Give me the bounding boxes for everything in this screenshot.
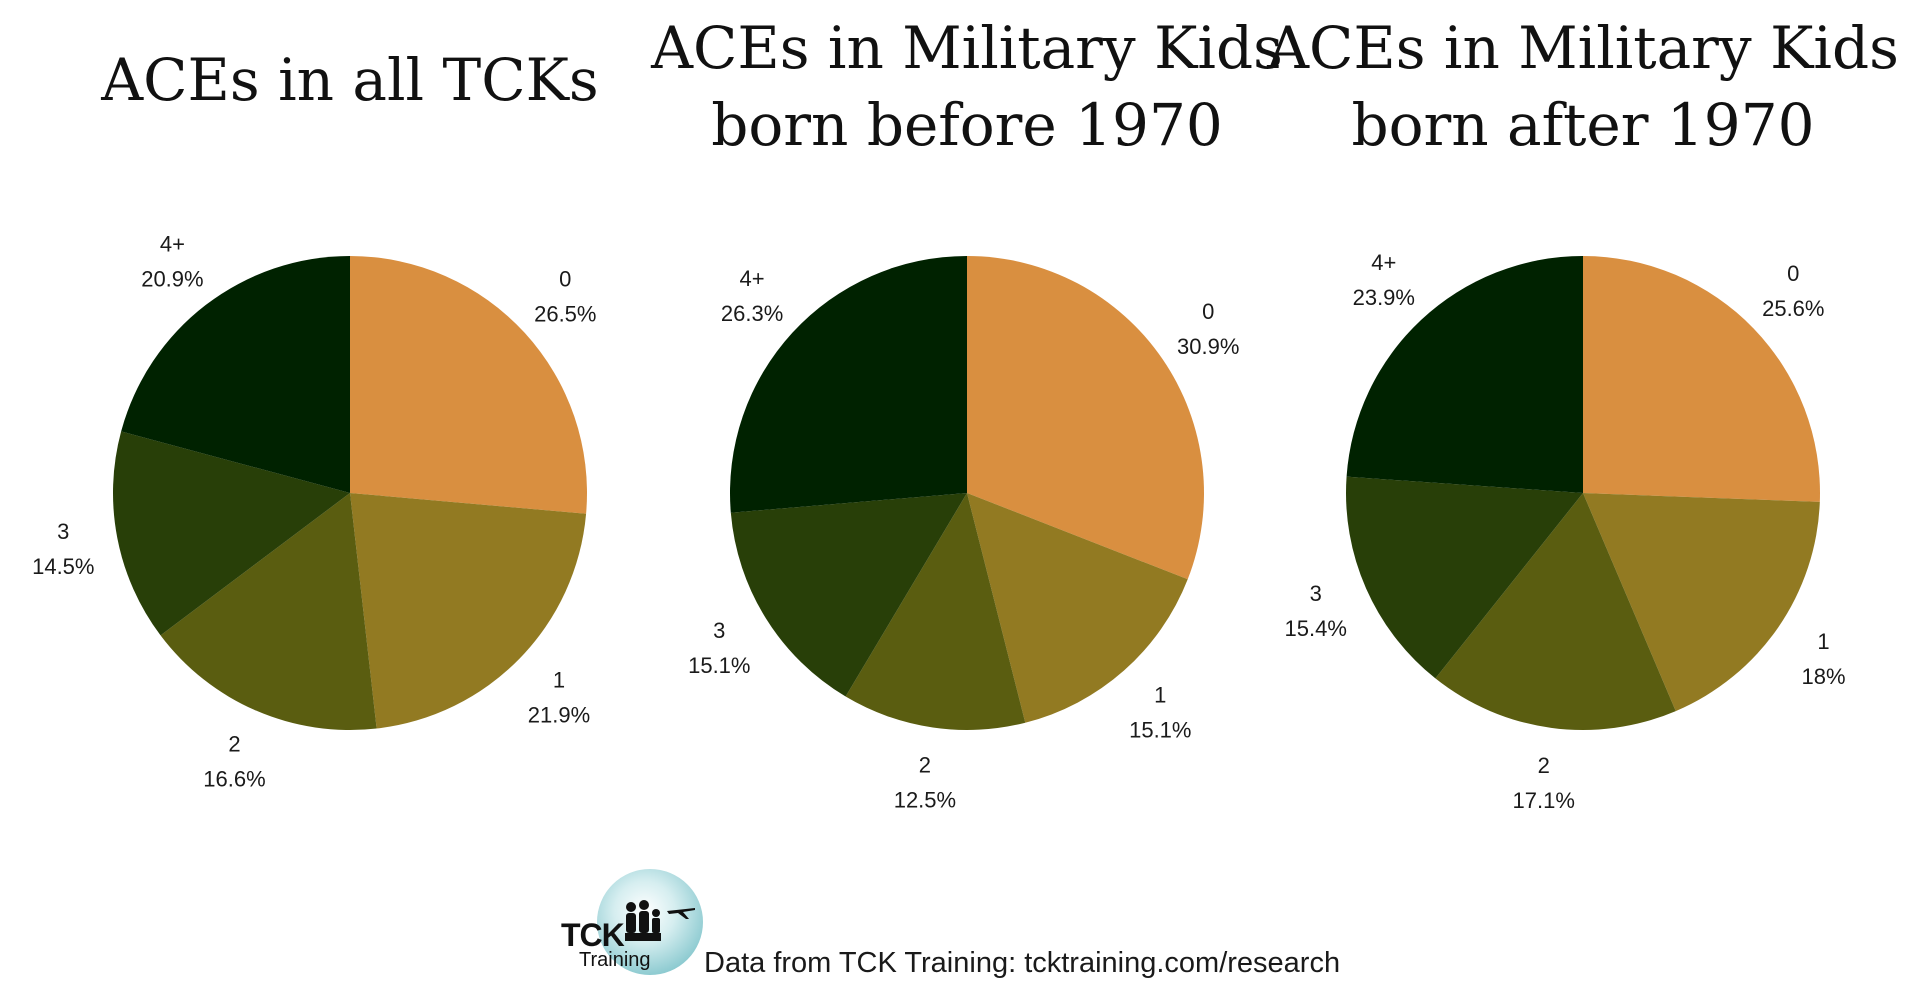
family-silhouette-icon: [625, 900, 695, 941]
slice-value-label: 14.5%: [32, 554, 94, 579]
slice-value-label: 16.6%: [203, 767, 265, 792]
pie-slice-0: [1583, 256, 1820, 502]
slice-category-label: 0: [1202, 299, 1214, 324]
pie-charts: ACEs in all TCKs 0 26.5% 1 21.9% 2 16.6% 3 14.5%…: [32, 14, 1899, 813]
pie-slice-1: [350, 493, 587, 729]
chart-title: ACEs in all TCKs: [100, 46, 598, 114]
pie-chart-1: ACEs in all TCKs 0 26.5% 1 21.9% 2 16.6% 3 14.5%…: [32, 46, 599, 792]
slice-category-label: 0: [1787, 261, 1799, 286]
slice-value-label: 15.1%: [688, 653, 750, 678]
footer: TCK Training Data from TCK Training: tck…: [557, 869, 1377, 979]
slice-value-label: 12.5%: [894, 788, 956, 813]
slice-category-label: 1: [1154, 682, 1166, 707]
slice-category-label: 2: [919, 753, 931, 778]
slice-value-label: 15.1%: [1129, 717, 1191, 742]
slice-category-label: 1: [553, 667, 565, 692]
slice-category-label: 0: [559, 266, 571, 291]
slice-category-label: 4+: [160, 232, 185, 257]
pie-slice-4plus: [1346, 256, 1583, 493]
pie-chart-2: ACEs in Military Kids born before 1970 0 30…: [650, 14, 1283, 813]
pie-slice-3: [1346, 476, 1583, 679]
pie-slice-4plus: [729, 256, 967, 513]
slice-category-label: 3: [57, 519, 69, 544]
chart-title: born before 1970: [711, 91, 1223, 159]
chart-title: ACEs in Military Kids: [1266, 14, 1899, 82]
pie-slice-2: [160, 493, 377, 731]
logo-circle: [597, 869, 703, 975]
pie-chart-3: ACEs in Military Kids born after 1970 0 25.…: [1266, 14, 1899, 813]
slice-category-label: 3: [1310, 581, 1322, 606]
slice-category-label: 4+: [1371, 250, 1396, 275]
slice-value-label: 26.5%: [534, 301, 596, 326]
slice-value-label: 23.9%: [1353, 285, 1415, 310]
logo-training-text: Training: [579, 949, 651, 971]
slice-category-label: 3: [713, 618, 725, 643]
slice-value-label: 20.9%: [141, 267, 203, 292]
slice-category-label: 2: [1538, 753, 1550, 778]
logo-tck-text: TCK: [561, 917, 625, 953]
pie-slice-3: [112, 431, 350, 636]
pie-slice-0: [350, 256, 587, 514]
slice-value-label: 15.4%: [1285, 616, 1347, 641]
slice-category-label: 2: [228, 732, 240, 757]
pie-slice-1: [1583, 493, 1820, 712]
pie-slice-2: [1435, 493, 1676, 730]
pie-slice-4plus: [121, 256, 350, 493]
pie-slice-2: [845, 493, 1026, 730]
slice-value-label: 21.9%: [528, 702, 590, 727]
slice-category-label: 4+: [740, 266, 765, 291]
tck-training-logo: TCK Training: [557, 869, 707, 979]
slice-value-label: 30.9%: [1177, 334, 1239, 359]
slice-value-label: 26.3%: [721, 301, 783, 326]
slice-value-label: 18%: [1801, 664, 1845, 689]
chart-title: ACEs in Military Kids: [650, 14, 1283, 82]
slice-value-label: 25.6%: [1762, 296, 1824, 321]
pie-slice-3: [730, 493, 967, 697]
slice-category-label: 1: [1817, 629, 1829, 654]
chart-title: born after 1970: [1351, 91, 1814, 159]
source-note: Data from TCK Training: tcktraining.com/…: [704, 947, 1341, 979]
pie-slice-0: [967, 256, 1204, 580]
slice-value-label: 17.1%: [1513, 788, 1575, 813]
pie-slice-1: [967, 493, 1188, 723]
